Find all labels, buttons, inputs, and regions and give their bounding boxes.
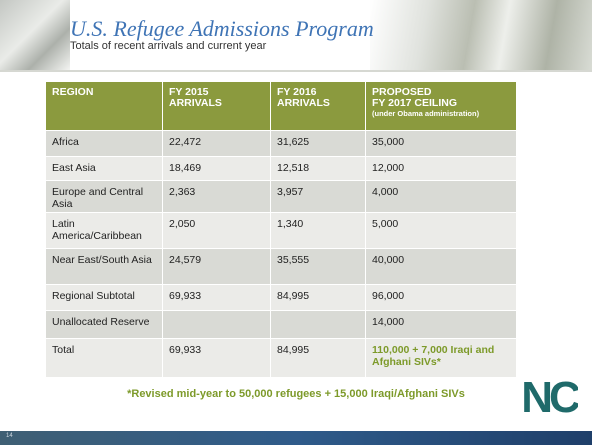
table-cell: 84,995 [271,339,366,378]
logo-bg [520,372,578,418]
cell-text: 84,995 [277,344,310,356]
header-note: (under Obama administration) [372,109,480,118]
table-row: Africa 22,472 31,625 35,000 [46,131,517,157]
cell-text: Near East/South Asia [52,254,152,266]
cell-text: 31,625 [277,136,310,148]
table-cell: 84,995 [271,285,366,311]
cell-text: 14,000 [372,316,405,328]
header-text: ARRIVALS [169,97,222,109]
cell-text: 1,340 [277,218,304,230]
table-row: Unallocated Reserve 14,000 [46,311,517,339]
table-cell: 96,000 [366,285,517,311]
header-image-left [0,0,70,70]
cell-text: 2,050 [169,218,196,230]
logo: NC [520,372,578,418]
header-row: REGION FY 2015 ARRIVALS FY 2016 ARRIVALS PROP… [46,82,517,131]
cell-text: 69,933 [169,290,202,302]
cell-text: 4,000 [372,186,399,198]
table-cell: 35,555 [271,249,366,285]
table-cell: 35,000 [366,131,517,157]
table-cell: 69,933 [163,339,271,378]
table-cell: 18,469 [163,157,271,181]
table-cell: 40,000 [366,249,517,285]
cell-text: 40,000 [372,254,405,266]
header-text: ARRIVALS [277,97,330,109]
table-cell: Europe and Central Asia [46,181,163,213]
header-text: FY 2016 [277,86,317,98]
cell-text: 12,000 [372,162,405,174]
table-cell: 24,579 [163,249,271,285]
cell-text: 84,995 [277,290,310,302]
table-cell: 12,000 [366,157,517,181]
table-row: East Asia 18,469 12,518 12,000 [46,157,517,181]
cell-text: 24,579 [169,254,202,266]
table-row: Europe and Central Asia 2,363 3,957 4,000 [46,181,517,213]
table-cell: 22,472 [163,131,271,157]
header-cell: REGION [46,82,163,131]
subtitle: Totals of recent arrivals and current ye… [70,40,267,52]
cell-text: 18,469 [169,162,202,174]
table-cell: 5,000 [366,213,517,249]
cell-text: East Asia [52,162,96,174]
page-number: 14 [6,433,13,439]
table-cell: Unallocated Reserve [46,311,163,339]
table-row: Near East/South Asia 24,579 35,555 40,000 [46,249,517,285]
table-cell: Total [46,339,163,378]
header-text: REGION [52,86,94,98]
header-image-right [370,0,592,70]
header-text: FY 2017 CEILING [372,97,458,109]
header-cell: FY 2016 ARRIVALS [271,82,366,131]
table-cell: 12,518 [271,157,366,181]
table-cell: 4,000 [366,181,517,213]
cell-text: Latin America/Caribbean [52,218,142,242]
table-cell: Near East/South Asia [46,249,163,285]
table-cell: East Asia [46,157,163,181]
table-cell: 110,000 + 7,000 Iraqi and Afghani SIVs* [366,339,517,378]
table-cell: Latin America/Caribbean [46,213,163,249]
cell-text: Regional Subtotal [52,290,135,302]
cell-text: Total [52,344,75,356]
cell-text: Africa [52,136,79,148]
table-cell: 3,957 [271,181,366,213]
cell-text: 3,957 [277,186,304,198]
cell-text: Europe and Central Asia [52,186,144,210]
title: U.S. Refugee Admissions Program [70,16,374,41]
table-cell: 31,625 [271,131,366,157]
logo-text: NC [521,373,578,418]
cell-text: 22,472 [169,136,202,148]
table-cell: 2,363 [163,181,271,213]
table-cell [271,311,366,339]
table-cell: 69,933 [163,285,271,311]
cell-text: 69,933 [169,344,202,356]
table-cell: Regional Subtotal [46,285,163,311]
cell-text: 96,000 [372,290,405,302]
header-text: FY 2015 [169,86,209,98]
table-cell: 1,340 [271,213,366,249]
cell-text: 35,000 [372,136,405,148]
header-cell: PROPOSED FY 2017 CEILING (under Obama admi… [366,82,517,131]
cell-text: Unallocated Reserve [52,316,150,328]
table-row: Total 69,933 84,995 110,000 + 7,000 Iraqi a… [46,339,517,378]
cell-text: 2,363 [169,186,196,198]
footnote: *Revised mid-year to 50,000 refugees + 1… [127,388,465,400]
table-cell: 14,000 [366,311,517,339]
table-cell: Africa [46,131,163,157]
header-rule [0,70,592,72]
header-cell: FY 2015 ARRIVALS [163,82,271,131]
cell-text: 5,000 [372,218,399,230]
table-row: Regional Subtotal 69,933 84,995 96,000 [46,285,517,311]
cell-text: 110,000 + 7,000 Iraqi and Afghani SIVs* [372,344,495,368]
header-text: PROPOSED [372,86,432,98]
table-cell: 2,050 [163,213,271,249]
cell-text: 12,518 [277,162,310,174]
footer-bar [0,431,592,445]
cell-text: 35,555 [277,254,310,266]
table-row: Latin America/Caribbean 2,050 1,340 5,000 [46,213,517,249]
table-cell [163,311,271,339]
